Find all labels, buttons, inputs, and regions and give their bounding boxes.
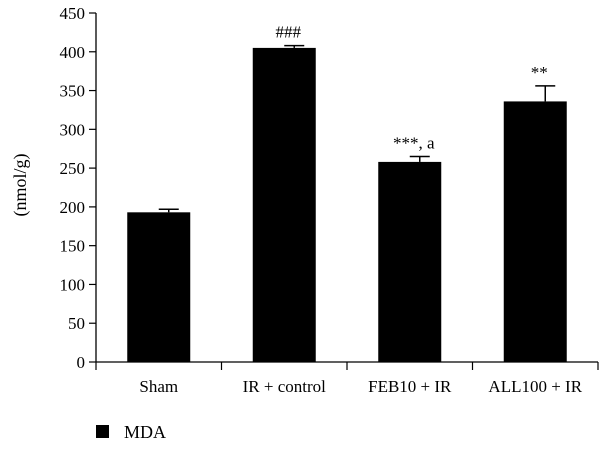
bar-annotation: ### <box>276 23 302 42</box>
bar <box>252 47 316 363</box>
bar <box>378 161 442 362</box>
bars: ### ***, a ** <box>127 23 567 363</box>
y-tick-label: 0 <box>77 353 86 372</box>
y-tick-label: 150 <box>60 237 86 256</box>
bar-annotation: ***, a <box>393 133 435 152</box>
x-tick-labels: Sham IR + control FEB10 + IR ALL100 + IR <box>139 377 582 396</box>
y-tick-label: 350 <box>60 82 86 101</box>
y-tick-label: 400 <box>60 43 86 62</box>
x-tick-label: IR + control <box>243 377 327 396</box>
y-tick-label: 50 <box>68 314 85 333</box>
x-tick-label: Sham <box>139 377 178 396</box>
y-tick-label: 300 <box>60 120 86 139</box>
legend-label-mda: MDA <box>124 422 166 442</box>
y-tick-label: 200 <box>60 198 86 217</box>
y-tick-label: 450 <box>60 4 86 23</box>
y-ticks: 0 50 100 150 200 250 300 350 400 450 <box>60 4 96 372</box>
legend: MDA <box>96 422 166 442</box>
bar <box>503 101 567 362</box>
y-tick-label: 250 <box>60 159 86 178</box>
y-tick-label: 100 <box>60 275 86 294</box>
legend-swatch-mda <box>96 425 109 438</box>
bar <box>127 212 191 362</box>
bar-annotation: ** <box>531 63 548 82</box>
y-axis-label: (nmol/g) <box>10 154 31 217</box>
x-tick-label: FEB10 + IR <box>368 377 452 396</box>
x-tick-label: ALL100 + IR <box>488 377 582 396</box>
